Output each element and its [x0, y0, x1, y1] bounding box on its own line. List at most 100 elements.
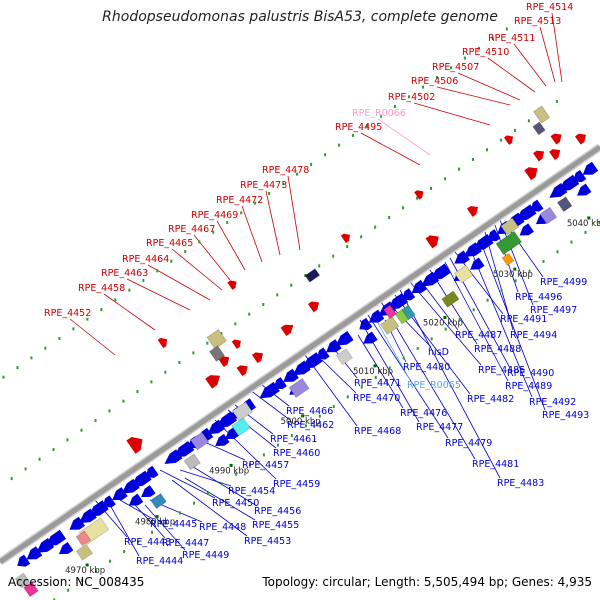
gene-label[interactable]: RPE_4513 [514, 16, 561, 27]
gene-label[interactable]: RPE_4462 [287, 420, 334, 431]
hypothetical-gene-box [532, 121, 546, 136]
label-connector [444, 261, 509, 382]
gene-label[interactable]: RPE_4485 [478, 365, 525, 376]
gene-label[interactable]: RPE_4472 [216, 195, 263, 206]
gene-label[interactable]: RPE_R0066 [352, 108, 406, 119]
gene-label[interactable]: RPE_4450 [212, 498, 259, 509]
gene-label[interactable]: RPE_4456 [254, 506, 301, 517]
gene-label[interactable]: RPE_4470 [353, 393, 400, 404]
gene-label[interactable]: RPE_4469 [191, 210, 238, 221]
gene-label[interactable]: RPE_4453 [244, 536, 291, 547]
gene-label[interactable]: RPE_4454 [228, 486, 275, 497]
gene-label[interactable]: hisD [428, 347, 449, 358]
guide-dot [16, 366, 19, 370]
gene-label[interactable]: RPE_4452 [44, 308, 91, 319]
guide-dot [150, 380, 153, 384]
label-connector [484, 231, 514, 331]
gene-label[interactable]: RPE_4488 [474, 344, 521, 355]
reverse-gene-arrow [17, 554, 31, 567]
guide-dot [86, 317, 89, 321]
label-connector [374, 317, 411, 381]
guide-dot [402, 206, 405, 210]
gene-label[interactable]: RPE_4455 [252, 520, 299, 531]
gene-label[interactable]: RPE_4489 [505, 381, 552, 392]
gene-label[interactable]: RPE_4511 [488, 33, 535, 44]
gene-label[interactable]: RPE_4473 [240, 180, 287, 191]
label-connector [184, 477, 256, 521]
gene-label[interactable]: RPE_4480 [403, 362, 450, 373]
gene-label[interactable]: RPE_4459 [273, 479, 320, 490]
guide-dot [374, 375, 377, 379]
gene-label[interactable]: RPE_4494 [510, 330, 557, 341]
gene-label[interactable]: RPE_4496 [515, 292, 562, 303]
gene-label[interactable]: RPE_4514 [526, 2, 573, 13]
gene-label[interactable]: RPE_4510 [462, 47, 509, 58]
gene-label[interactable]: RPE_4471 [354, 378, 401, 389]
gene-label[interactable]: RPE_4464 [122, 254, 169, 265]
gene-label[interactable]: RPE_4447 [162, 538, 209, 549]
gene-label[interactable]: RPE_4476 [400, 408, 447, 419]
gene-label[interactable]: RPE_4449 [182, 550, 229, 561]
label-connector [216, 220, 246, 271]
reverse-gene-arrow [359, 317, 373, 330]
label-connector [357, 334, 404, 409]
gene-label[interactable]: RPE_4465 [146, 238, 193, 249]
guide-dot [393, 104, 396, 108]
guide-dot [416, 196, 419, 200]
gene-label[interactable]: RPE_4457 [242, 460, 289, 471]
gene-label[interactable]: RPE_4482 [467, 394, 514, 405]
hypothetical-gene-box [500, 217, 520, 236]
gene-label[interactable]: RPE_4493 [542, 410, 589, 421]
guide-dot [108, 409, 111, 413]
guide-dot [435, 75, 438, 79]
guide-dot [318, 264, 321, 268]
scale-ticks: 4970 kbp 4980 kbp 4990 kbp 5000 kbp 5010 kbp… [65, 216, 600, 576]
gene-label[interactable]: RPE_4466 [286, 406, 333, 417]
gene-label[interactable]: RPE_4490 [507, 368, 554, 379]
gene-label[interactable]: RPE_4478 [262, 165, 309, 176]
reverse-gene-arrow [316, 347, 330, 360]
gene-label[interactable]: RPE_4448 [199, 522, 246, 533]
gene-label[interactable]: RPE_4461 [270, 434, 317, 445]
scale-tick-label: 5040 kbp [567, 219, 600, 229]
label-connector [513, 43, 547, 87]
guide-dot [584, 230, 587, 234]
guide-dot [388, 215, 391, 219]
label-connector [539, 26, 556, 83]
gene-label[interactable]: RPE_4506 [411, 76, 458, 87]
scale-tick-label: 4970 kbp [65, 566, 105, 576]
hypothetical-gene-box [557, 196, 573, 212]
guide-dot [66, 438, 69, 442]
gene-label[interactable]: RPE_4467 [168, 224, 215, 235]
gene-label[interactable]: RPE_4445 [150, 519, 197, 530]
gene-label[interactable]: RPE_4491 [500, 314, 547, 325]
gene-label[interactable]: RPE_4460 [273, 448, 320, 459]
gene-label[interactable]: RPE_4468 [354, 426, 401, 437]
gene-label[interactable]: RPE_4444 [136, 556, 183, 567]
gene-label[interactable]: RPE_4495 [335, 122, 382, 133]
gene-label[interactable]: RPE_4479 [445, 438, 492, 449]
gene-label[interactable]: RPE_4507 [432, 62, 479, 73]
gene-label[interactable]: RPE_4483 [497, 478, 544, 489]
gene-label[interactable]: RPE_4499 [540, 277, 587, 288]
forward-gene-arrow [414, 190, 424, 200]
gene-label[interactable]: RPE_4463 [101, 268, 148, 279]
guide-dot [81, 579, 84, 583]
guide-dot [192, 501, 195, 505]
forward-gene-arrow [227, 280, 237, 290]
reverse-gene-arrow [573, 169, 587, 183]
gene-label[interactable]: RPE_4443 [124, 537, 171, 548]
gene-label[interactable]: RPE_4497 [530, 305, 577, 316]
gene-label[interactable]: RPE_4492 [529, 397, 576, 408]
gene-label[interactable]: RPE_4487 [455, 330, 502, 341]
gene-label[interactable]: RPE_4481 [472, 459, 519, 470]
gene-label[interactable]: RPE_4477 [416, 422, 463, 433]
gene-label[interactable]: RPE_4458 [78, 283, 125, 294]
label-connector [409, 281, 482, 366]
gene-label[interactable]: RPE_4502 [388, 92, 435, 103]
guide-dot [178, 361, 181, 365]
guide-dot [80, 428, 83, 432]
guide-dot [53, 598, 56, 600]
gene-label[interactable]: RPE_R0065 [407, 380, 461, 391]
guide-dot [58, 337, 61, 341]
